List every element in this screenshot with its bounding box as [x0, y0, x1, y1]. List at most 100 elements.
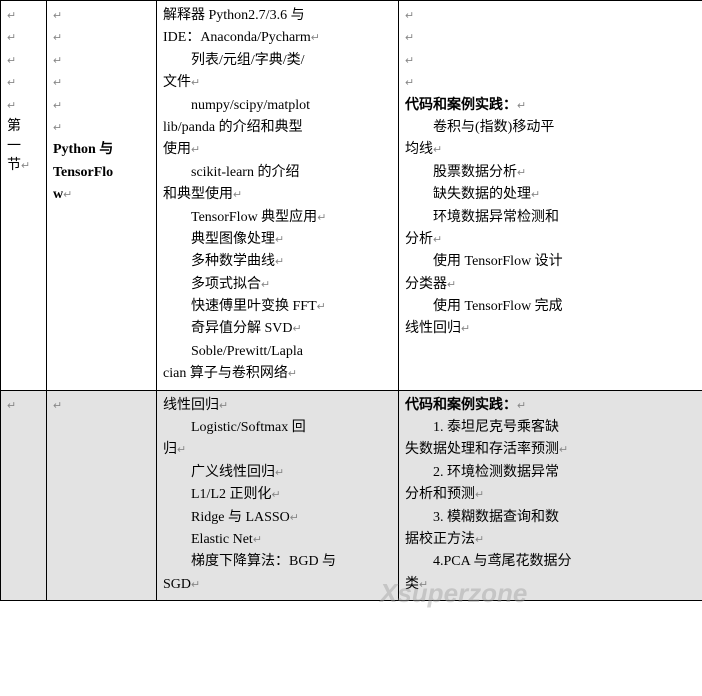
enter-mark-icon: ↵ — [317, 210, 326, 228]
enter-mark-icon: ↵ — [405, 8, 414, 26]
content-line: Logistic/Softmax 回 — [163, 417, 392, 439]
enter-mark-icon: ↵ — [311, 30, 320, 48]
enter-mark-icon: ↵ — [405, 30, 414, 48]
practice-line: 使用 TensorFlow 设计 — [405, 251, 696, 273]
enter-mark-icon: ↵ — [7, 30, 16, 48]
content-line: TensorFlow 典型应用↵ — [163, 207, 392, 229]
enter-mark-icon: ↵ — [517, 165, 526, 183]
enter-mark-icon: ↵ — [219, 398, 228, 416]
enter-mark-icon: ↵ — [275, 465, 284, 483]
cell-practice: ↵ ↵ ↵ ↵ 代码和案例实践：↵ 卷积与(指数)移动平 均线↵ 股票数据分析↵… — [399, 1, 702, 391]
cell-content: 线性回归↵ Logistic/Softmax 回 归↵ 广义线性回归↵ L1/L… — [157, 390, 399, 601]
content-line: 多项式拟合↵ — [163, 274, 392, 296]
enter-mark-icon: ↵ — [53, 120, 62, 138]
cell-topic: ↵ — [47, 390, 157, 601]
content-line: 奇异值分解 SVD↵ — [163, 318, 392, 340]
content-line: L1/L2 正则化↵ — [163, 484, 392, 506]
enter-mark-icon: ↵ — [290, 510, 299, 528]
enter-mark-icon: ↵ — [275, 232, 284, 250]
practice-line: 缺失数据的处理↵ — [405, 184, 696, 206]
enter-mark-icon: ↵ — [433, 232, 442, 250]
practice-line: 分析和预测↵ — [405, 484, 696, 506]
practice-line: 均线↵ — [405, 139, 696, 161]
cell-section: ↵ ↵ ↵ ↵ ↵ 第一节↵ — [1, 1, 47, 391]
enter-mark-icon: ↵ — [53, 53, 62, 71]
practice-line: 类↵ — [405, 574, 696, 596]
enter-mark-icon: ↵ — [405, 75, 414, 93]
course-table: ↵ ↵ ↵ ↵ ↵ 第一节↵ ↵ ↵ ↵ ↵ ↵ ↵ Python 与 Tens… — [0, 0, 702, 601]
enter-mark-icon: ↵ — [53, 98, 62, 116]
content-line: Ridge 与 LASSO↵ — [163, 507, 392, 529]
enter-mark-icon: ↵ — [191, 142, 200, 160]
content-line: 快速傅里叶变换 FFT↵ — [163, 296, 392, 318]
cell-practice: 代码和案例实践：↵ 1. 泰坦尼克号乘客缺 失数据处理和存活率预测↵ 2. 环境… — [399, 390, 702, 601]
content-line: SGD↵ — [163, 574, 392, 596]
cell-section: ↵ — [1, 390, 47, 601]
section-title: 第一节 — [7, 117, 21, 176]
enter-mark-icon: ↵ — [53, 75, 62, 93]
enter-mark-icon: ↵ — [7, 98, 16, 116]
practice-line: 卷积与(指数)移动平 — [405, 117, 696, 139]
practice-heading: 代码和案例实践： — [405, 98, 517, 113]
enter-mark-icon: ↵ — [275, 254, 284, 272]
enter-mark-icon: ↵ — [317, 299, 326, 317]
content-line: 归↵ — [163, 439, 392, 461]
table-row: ↵ ↵ 线性回归↵ Logistic/Softmax 回 归↵ 广义线性回归↵ … — [1, 390, 702, 601]
practice-line: 失数据处理和存活率预测↵ — [405, 439, 696, 461]
topic-label: TensorFlo — [53, 165, 113, 180]
content-line: Elastic Net↵ — [163, 529, 392, 551]
cell-content: 解释器 Python2.7/3.6 与 IDE：Anaconda/Pycharm… — [157, 1, 399, 391]
content-line: 广义线性回归↵ — [163, 462, 392, 484]
content-line: scikit-learn 的介绍 — [163, 162, 392, 184]
enter-mark-icon: ↵ — [475, 487, 484, 505]
enter-mark-icon: ↵ — [531, 187, 540, 205]
enter-mark-icon: ↵ — [447, 277, 456, 295]
enter-mark-icon: ↵ — [288, 366, 297, 384]
enter-mark-icon: ↵ — [177, 442, 186, 460]
enter-mark-icon: ↵ — [21, 158, 30, 176]
practice-line: 分析↵ — [405, 229, 696, 251]
content-line: 和典型使用↵ — [163, 184, 392, 206]
practice-line: 使用 TensorFlow 完成 — [405, 296, 696, 318]
enter-mark-icon: ↵ — [419, 577, 428, 595]
enter-mark-icon: ↵ — [433, 142, 442, 160]
enter-mark-icon: ↵ — [53, 8, 62, 26]
enter-mark-icon: ↵ — [559, 442, 568, 460]
table-row: ↵ ↵ ↵ ↵ ↵ 第一节↵ ↵ ↵ ↵ ↵ ↵ ↵ Python 与 Tens… — [1, 1, 702, 391]
topic-label: Python 与 — [53, 142, 113, 157]
enter-mark-icon: ↵ — [405, 53, 414, 71]
cell-topic: ↵ ↵ ↵ ↵ ↵ ↵ Python 与 TensorFlo w↵ — [47, 1, 157, 391]
content-line: Soble/Prewitt/Lapla — [163, 341, 392, 363]
enter-mark-icon: ↵ — [517, 98, 526, 116]
enter-mark-icon: ↵ — [7, 75, 16, 93]
content-line: cian 算子与卷积网络↵ — [163, 363, 392, 385]
practice-line: 3. 模糊数据查询和数 — [405, 507, 696, 529]
practice-heading: 代码和案例实践： — [405, 398, 517, 413]
content-line: numpy/scipy/matplot — [163, 95, 392, 117]
enter-mark-icon: ↵ — [293, 321, 302, 339]
content-line: IDE：Anaconda/Pycharm↵ — [163, 27, 392, 49]
content-line: 使用↵ — [163, 139, 392, 161]
content-line: 多种数学曲线↵ — [163, 251, 392, 273]
enter-mark-icon: ↵ — [261, 277, 270, 295]
practice-line: 股票数据分析↵ — [405, 162, 696, 184]
topic-label: w — [53, 187, 63, 202]
practice-line: 据校正方法↵ — [405, 529, 696, 551]
enter-mark-icon: ↵ — [63, 187, 72, 205]
content-line: lib/panda 的介绍和典型 — [163, 117, 392, 139]
enter-mark-icon: ↵ — [272, 487, 281, 505]
enter-mark-icon: ↵ — [7, 53, 16, 71]
enter-mark-icon: ↵ — [475, 532, 484, 550]
content-line: 解释器 Python2.7/3.6 与 — [163, 5, 392, 27]
enter-mark-icon: ↵ — [191, 577, 200, 595]
enter-mark-icon: ↵ — [53, 398, 62, 416]
enter-mark-icon: ↵ — [191, 75, 200, 93]
content-line: 线性回归↵ — [163, 395, 392, 417]
content-line: 文件↵ — [163, 72, 392, 94]
enter-mark-icon: ↵ — [7, 398, 16, 416]
practice-line: 分类器↵ — [405, 274, 696, 296]
content-line: 典型图像处理↵ — [163, 229, 392, 251]
practice-line: 环境数据异常检测和 — [405, 207, 696, 229]
practice-line: 1. 泰坦尼克号乘客缺 — [405, 417, 696, 439]
content-line: 梯度下降算法：BGD 与 — [163, 551, 392, 573]
